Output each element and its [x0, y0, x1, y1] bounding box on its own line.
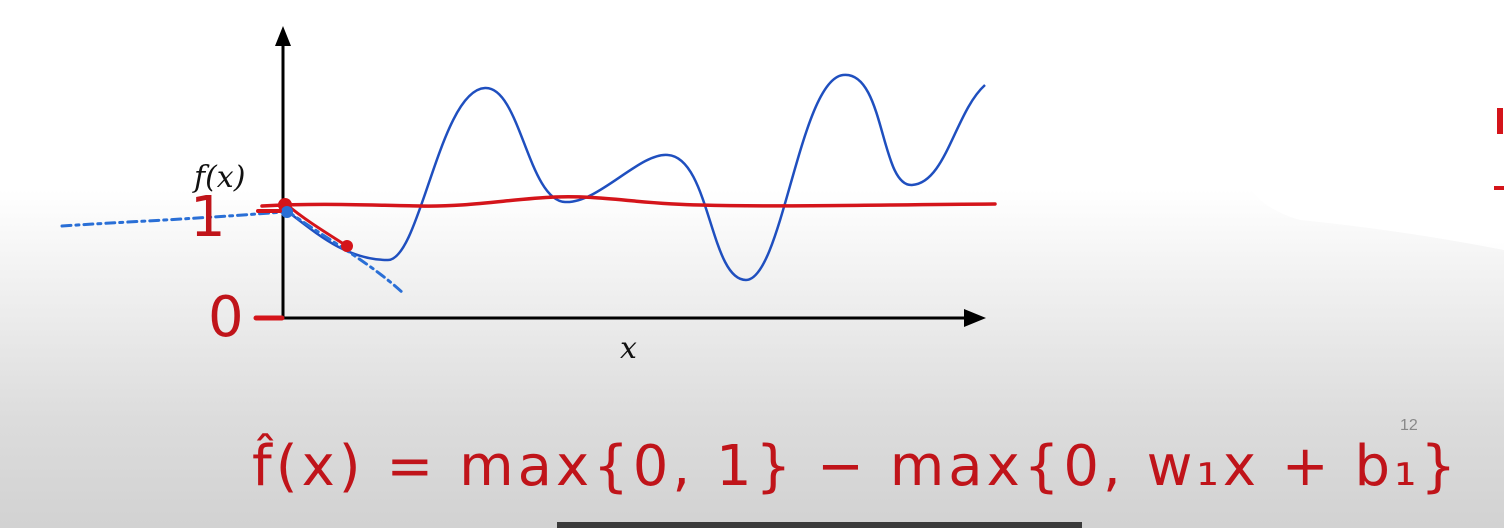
y-axis-arrow	[275, 26, 291, 46]
red-tangent-stroke	[284, 202, 352, 250]
formula: f̂(x) = max{0, 1} − max{0, w₁x + b₁}	[252, 434, 1460, 499]
red-point-mark	[341, 240, 353, 252]
x-axis-label: x	[620, 331, 637, 366]
video-progress-bar[interactable]	[557, 522, 1082, 528]
function-curve	[282, 73, 986, 282]
origin-point-blue	[281, 206, 293, 218]
edge-mark-top	[1497, 108, 1503, 134]
blue-dashed-left	[60, 210, 285, 228]
x-axis-arrow	[964, 309, 986, 327]
label-one: 1	[190, 185, 226, 250]
page-number: 12	[1400, 417, 1418, 434]
erased-region	[1234, 12, 1504, 250]
y-axis-label: f(x)	[192, 160, 245, 195]
axes	[275, 26, 986, 327]
red-constant-line	[260, 194, 997, 208]
label-zero: 0	[208, 285, 244, 350]
blue-dashed-tangent	[284, 208, 406, 296]
